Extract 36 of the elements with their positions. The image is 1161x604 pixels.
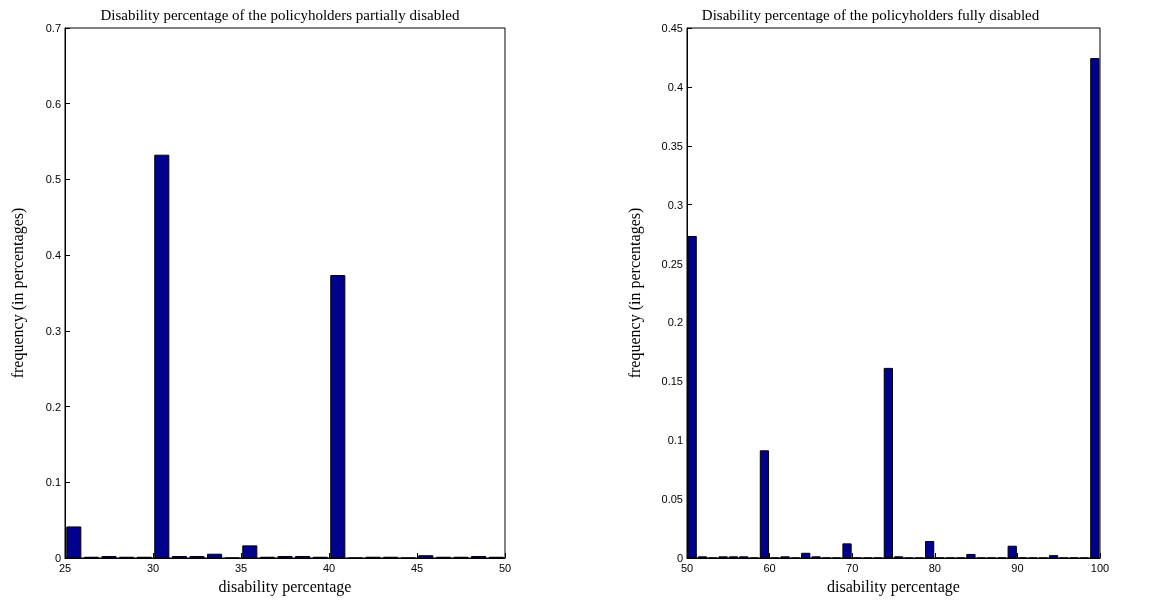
x-tick-label: 80 — [928, 561, 941, 574]
y-tick-label: 0 — [676, 552, 683, 564]
x-tick-label: 25 — [58, 561, 72, 574]
y-axis-title: frequency (in percentages) — [8, 207, 27, 379]
y-tick-label: 0 — [54, 552, 61, 564]
x-tick-label: 50 — [498, 561, 512, 574]
x-tick-label: 90 — [1011, 561, 1024, 574]
y-tick-label: 0.25 — [661, 257, 683, 270]
y-tick-label: 0.5 — [45, 173, 61, 186]
y-tick-label: 0.4 — [667, 80, 683, 93]
y-tick-label: 0.05 — [661, 493, 683, 506]
y-tick-label: 0.45 — [661, 22, 683, 34]
x-tick-label: 70 — [846, 561, 859, 574]
y-tick-label: 0.1 — [45, 476, 61, 489]
y-tick-label: 0.6 — [45, 97, 61, 110]
x-axis-title: disability percentage — [218, 577, 352, 596]
y-tick-label: 0.3 — [667, 198, 683, 211]
y-tick-label: 0.7 — [45, 22, 61, 34]
x-tick-label: 30 — [146, 561, 160, 574]
chart-title: Disability percentage of the policyholders partially disabled — [100, 6, 461, 23]
y-tick-label: 0.1 — [667, 434, 683, 447]
x-tick-label: 100 — [1090, 561, 1110, 574]
x-tick-label: 45 — [410, 561, 424, 574]
x-axis-title: disability percentage — [827, 577, 960, 596]
chart-title: Disability percentage of the policyholders fully disabled — [701, 6, 1040, 23]
y-tick-label: 0.3 — [45, 324, 61, 337]
y-axis-title: frequency (in percentages) — [625, 207, 644, 379]
x-tick-label: 60 — [763, 561, 776, 574]
y-tick-label: 0.15 — [661, 375, 683, 388]
x-tick-label: 50 — [680, 561, 694, 574]
y-tick-label: 0.35 — [661, 139, 683, 152]
y-tick-label: 0.2 — [667, 316, 683, 329]
x-tick-label: 40 — [322, 561, 336, 574]
x-tick-label: 35 — [234, 561, 248, 574]
y-tick-label: 0.2 — [45, 400, 61, 413]
y-tick-label: 0.4 — [45, 249, 61, 262]
